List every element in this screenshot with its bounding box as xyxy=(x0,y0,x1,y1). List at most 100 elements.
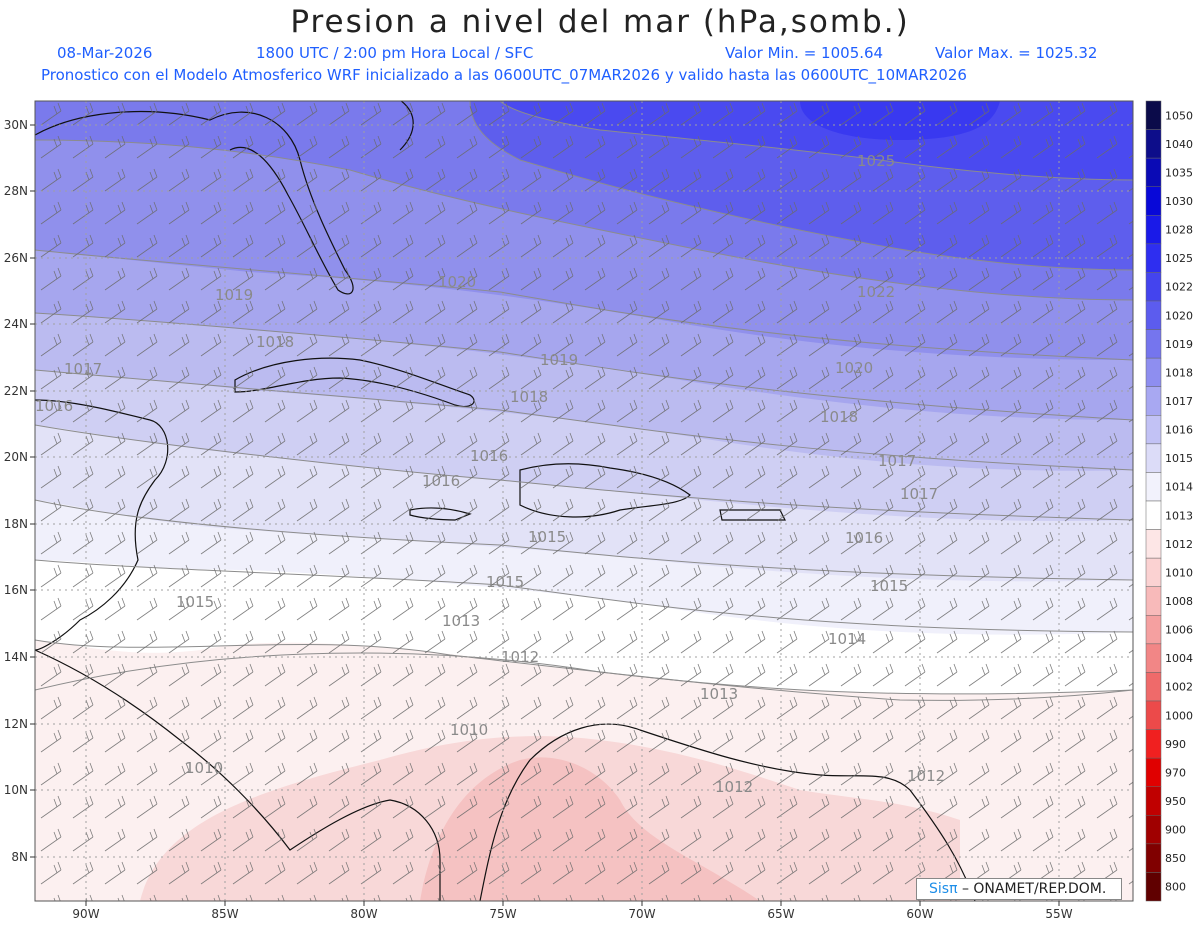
colorbar-label: 950 xyxy=(1165,795,1186,808)
colorbar-swatch xyxy=(1145,272,1162,302)
colorbar-label: 1013 xyxy=(1165,509,1193,522)
contour-label: 1015 xyxy=(528,528,566,546)
contour-label: 1017 xyxy=(900,485,938,503)
contour-label: 1016 xyxy=(35,397,73,415)
colorbar-swatch xyxy=(1145,700,1162,730)
lon-label: 85W xyxy=(211,907,238,921)
lon-label: 70W xyxy=(628,907,655,921)
colorbar-label: 800 xyxy=(1165,881,1186,894)
lat-label: 16N xyxy=(4,583,28,597)
contour-label: 1017 xyxy=(878,452,916,470)
colorbar-swatch xyxy=(1145,186,1162,216)
lat-label: 28N xyxy=(4,184,28,198)
lon-labels: 90W 85W 80W 75W 70W 65W 60W 55W xyxy=(72,907,1072,921)
lon-label: 75W xyxy=(489,907,516,921)
contour-label: 1013 xyxy=(442,612,480,630)
sispi-logo: Sisπ xyxy=(929,881,958,897)
colorbar-label: 1012 xyxy=(1165,538,1193,551)
contour-label: 1020 xyxy=(438,273,476,291)
contour-label: 1012 xyxy=(715,778,753,796)
contour-label: 1020 xyxy=(835,359,873,377)
colorbar-swatch xyxy=(1145,815,1162,845)
lon-label: 90W xyxy=(72,907,99,921)
credit-box: Sisπ – ONAMET/REP.DOM. xyxy=(916,878,1122,900)
colorbar-label: 1017 xyxy=(1165,395,1193,408)
contour-label: 1025 xyxy=(857,152,895,170)
wind-barbs xyxy=(35,101,1133,901)
contour-label: 1012 xyxy=(907,767,945,785)
colorbar-swatch xyxy=(1145,329,1162,359)
colorbar-label: 1008 xyxy=(1165,595,1193,608)
forecast-info: Pronostico con el Modelo Atmosferico WRF… xyxy=(41,66,967,84)
colorbar-label: 990 xyxy=(1165,738,1186,751)
contour-label: 1015 xyxy=(176,593,214,611)
lon-label: 60W xyxy=(906,907,933,921)
lat-label: 12N xyxy=(4,717,28,731)
colorbar-swatch xyxy=(1145,386,1162,416)
colorbar-label: 1020 xyxy=(1165,309,1193,322)
colorbar-label: 1002 xyxy=(1165,681,1193,694)
lat-label: 20N xyxy=(4,450,28,464)
lat-label: 30N xyxy=(4,118,28,132)
colorbar-swatch xyxy=(1145,215,1162,245)
contour-label: 1017 xyxy=(64,360,102,378)
colorbar-swatch xyxy=(1145,415,1162,445)
colorbar-label: 1006 xyxy=(1165,624,1193,637)
colorbar-swatch xyxy=(1145,443,1162,473)
colorbar-swatch xyxy=(1145,129,1162,159)
colorbar-swatch xyxy=(1145,100,1162,130)
colorbar-label: 1004 xyxy=(1165,652,1193,665)
map-frame xyxy=(34,100,1134,902)
colorbar-swatch xyxy=(1145,557,1162,587)
lat-label: 14N xyxy=(4,650,28,664)
contour-label: 1012 xyxy=(501,648,539,666)
colorbar-label: 1025 xyxy=(1165,252,1193,265)
colorbar-swatch xyxy=(1145,872,1162,902)
lon-label: 65W xyxy=(767,907,794,921)
contour-label: 1013 xyxy=(700,685,738,703)
colorbar-swatch xyxy=(1145,472,1162,502)
map-area: 1025 1022 1020 1020 1019 1019 1018 1018 … xyxy=(35,101,1133,901)
colorbar-swatch xyxy=(1145,357,1162,387)
colorbar-label: 1018 xyxy=(1165,366,1193,379)
lat-label: 26N xyxy=(4,251,28,265)
lat-label: 18N xyxy=(4,517,28,531)
contour-label: 1010 xyxy=(450,721,488,739)
colorbar-label: 900 xyxy=(1165,824,1186,837)
contour-label: 1018 xyxy=(510,388,548,406)
colorbar-swatch xyxy=(1145,500,1162,530)
colorbar-swatch xyxy=(1145,843,1162,873)
contour-label: 1018 xyxy=(256,333,294,351)
contour-labels: 1025 1022 1020 1020 1019 1019 1018 1018 … xyxy=(35,152,945,796)
colorbar-swatch xyxy=(1145,300,1162,330)
contour-label: 1016 xyxy=(845,529,883,547)
colorbar-label: 1014 xyxy=(1165,481,1193,494)
colorbar-swatch xyxy=(1145,786,1162,816)
contour-label: 1014 xyxy=(828,630,866,648)
lon-label: 55W xyxy=(1045,907,1072,921)
lat-labels: 30N 28N 26N 24N 22N 20N 18N 16N 14N 12N … xyxy=(4,118,28,864)
colorbar-label: 1050 xyxy=(1165,109,1193,122)
colorbar-label: 1028 xyxy=(1165,224,1193,237)
contour-label: 1019 xyxy=(215,286,253,304)
colorbar-label: 850 xyxy=(1165,852,1186,865)
lat-label: 24N xyxy=(4,317,28,331)
contour-label: 1019 xyxy=(540,351,578,369)
contour-label: 1010 xyxy=(185,759,223,777)
contour-label: 1015 xyxy=(486,573,524,591)
contour-label: 1015 xyxy=(870,577,908,595)
axis-ticks xyxy=(30,124,1060,906)
map-title: Presion a nivel del mar (hPa,somb.) xyxy=(290,4,910,40)
contour-label: 1016 xyxy=(422,472,460,490)
graticule xyxy=(35,101,1133,901)
colorbar-label: 1000 xyxy=(1165,709,1193,722)
colorbar-swatch xyxy=(1145,529,1162,559)
colorbar-swatch xyxy=(1145,586,1162,616)
colorbar-swatch xyxy=(1145,729,1162,759)
valid-time: 1800 UTC / 2:00 pm Hora Local / SFC xyxy=(256,44,534,62)
colorbar-swatch xyxy=(1145,243,1162,273)
max-value: Valor Max. = 1025.32 xyxy=(935,44,1098,62)
lon-label: 80W xyxy=(350,907,377,921)
contour-label: 1018 xyxy=(820,408,858,426)
